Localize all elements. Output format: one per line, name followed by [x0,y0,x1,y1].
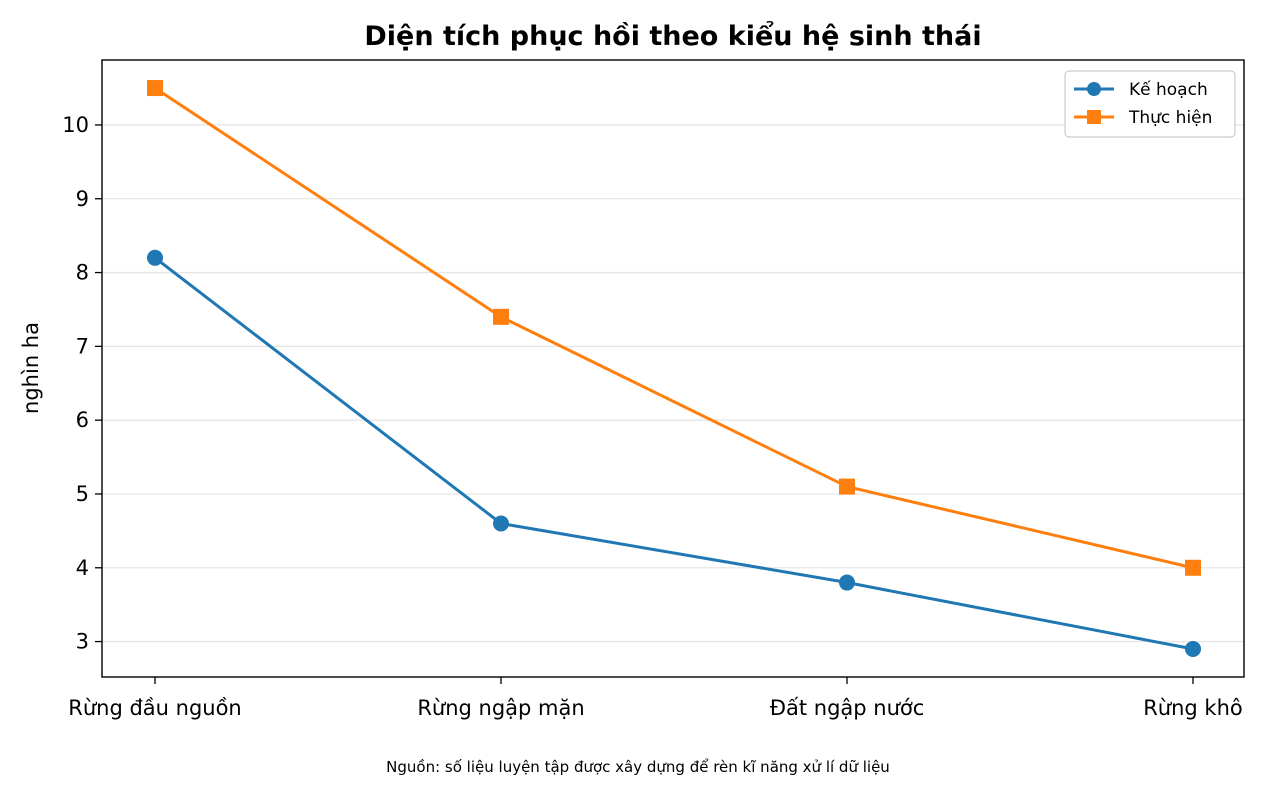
grid-lines [102,124,1244,643]
series-2 [147,80,1201,576]
y-axis-label: nghìn ha [19,322,43,414]
x-tick-label: Rừng ngập mặn [417,696,584,720]
y-tick-label: 6 [76,408,89,432]
legend-entry: Kế hoạch [1074,79,1208,100]
chart-title: Diện tích phục hồi theo kiểu hệ sinh thá… [364,19,981,52]
y-tick-label: 10 [62,113,89,137]
x-tick-label: Rừng khô [1143,696,1243,720]
x-tick-label: Rừng đầu nguồn [68,696,242,720]
series-line [152,85,1195,570]
source-note: Nguồn: số liệu luyện tập được xây dựng đ… [386,758,890,776]
data-point [147,249,163,266]
series-layer [147,80,1201,657]
series-1 [147,249,1201,657]
data-point [1185,559,1201,576]
y-tick-label: 8 [76,261,89,285]
legend-entry: Thực hiện [1074,108,1212,128]
legend-label: Kế hoạch [1129,79,1208,100]
y-tick-label: 3 [76,630,89,654]
legend: Kế hoạch Thực hiện [1064,70,1236,138]
x-axis: Rừng đầu nguồn Rừng ngập mặn Đất ngập nước… [68,677,1243,720]
data-point [839,574,855,591]
data-point [839,478,855,495]
y-tick-label: 7 [76,334,89,358]
x-tick-label: Đất ngập nước [770,696,925,720]
plot-frame [101,59,1245,678]
data-point [493,308,509,325]
legend-marker [1087,110,1101,124]
y-axis: 3 4 5 6 7 8 9 10 [62,113,102,654]
y-tick-label: 4 [76,556,89,580]
series-line [152,255,1195,651]
legend-marker [1087,82,1101,96]
data-point [1185,640,1201,657]
data-point [493,515,509,532]
legend-label: Thực hiện [1128,108,1212,128]
y-tick-label: 9 [76,187,89,211]
y-tick-label: 5 [76,482,89,506]
data-point [147,80,163,97]
